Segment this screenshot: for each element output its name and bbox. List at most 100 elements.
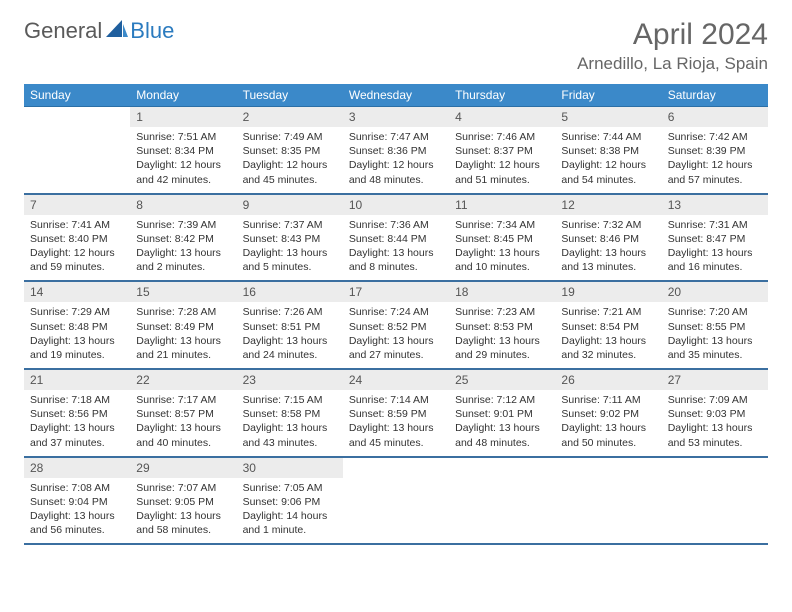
title-block: April 2024 Arnedillo, La Rioja, Spain	[577, 18, 768, 74]
daylight-text-l1: Daylight: 13 hours	[30, 509, 124, 523]
sunrise-text: Sunrise: 7:36 AM	[349, 218, 443, 232]
daylight-text-l1: Daylight: 13 hours	[561, 334, 655, 348]
daylight-text-l1: Daylight: 13 hours	[349, 421, 443, 435]
day-number: 2	[237, 107, 343, 127]
sunset-text: Sunset: 8:42 PM	[136, 232, 230, 246]
daylight-text-l1: Daylight: 12 hours	[30, 246, 124, 260]
day-number: 5	[555, 107, 661, 127]
daylight-text-l1: Daylight: 12 hours	[455, 158, 549, 172]
day-details: Sunrise: 7:23 AMSunset: 8:53 PMDaylight:…	[449, 302, 555, 368]
brand-text-general: General	[24, 18, 102, 44]
calendar-cell	[555, 457, 661, 545]
daylight-text-l2: and 58 minutes.	[136, 523, 230, 537]
calendar-cell: 8Sunrise: 7:39 AMSunset: 8:42 PMDaylight…	[130, 194, 236, 282]
daylight-text-l2: and 59 minutes.	[30, 260, 124, 274]
sunset-text: Sunset: 8:46 PM	[561, 232, 655, 246]
day-number: 24	[343, 370, 449, 390]
daylight-text-l1: Daylight: 12 hours	[243, 158, 337, 172]
day-number: 20	[662, 282, 768, 302]
daylight-text-l2: and 27 minutes.	[349, 348, 443, 362]
daylight-text-l2: and 1 minute.	[243, 523, 337, 537]
sunrise-text: Sunrise: 7:44 AM	[561, 130, 655, 144]
day-number: 3	[343, 107, 449, 127]
sunset-text: Sunset: 8:37 PM	[455, 144, 549, 158]
sunset-text: Sunset: 9:06 PM	[243, 495, 337, 509]
daylight-text-l1: Daylight: 13 hours	[455, 334, 549, 348]
daylight-text-l1: Daylight: 12 hours	[349, 158, 443, 172]
calendar-week-row: 7Sunrise: 7:41 AMSunset: 8:40 PMDaylight…	[24, 194, 768, 282]
sunset-text: Sunset: 8:54 PM	[561, 320, 655, 334]
sail-icon	[106, 20, 128, 43]
calendar-cell: 12Sunrise: 7:32 AMSunset: 8:46 PMDayligh…	[555, 194, 661, 282]
daylight-text-l1: Daylight: 13 hours	[561, 421, 655, 435]
sunrise-text: Sunrise: 7:28 AM	[136, 305, 230, 319]
calendar-cell: 7Sunrise: 7:41 AMSunset: 8:40 PMDaylight…	[24, 194, 130, 282]
weekday-header: Saturday	[662, 84, 768, 107]
calendar-cell: 22Sunrise: 7:17 AMSunset: 8:57 PMDayligh…	[130, 369, 236, 457]
day-details: Sunrise: 7:37 AMSunset: 8:43 PMDaylight:…	[237, 215, 343, 281]
day-details: Sunrise: 7:46 AMSunset: 8:37 PMDaylight:…	[449, 127, 555, 193]
calendar-cell: 5Sunrise: 7:44 AMSunset: 8:38 PMDaylight…	[555, 107, 661, 194]
day-number: 7	[24, 195, 130, 215]
sunrise-text: Sunrise: 7:34 AM	[455, 218, 549, 232]
calendar-cell: 14Sunrise: 7:29 AMSunset: 8:48 PMDayligh…	[24, 281, 130, 369]
sunrise-text: Sunrise: 7:26 AM	[243, 305, 337, 319]
day-number: 30	[237, 458, 343, 478]
sunrise-text: Sunrise: 7:07 AM	[136, 481, 230, 495]
daylight-text-l1: Daylight: 13 hours	[668, 246, 762, 260]
day-details: Sunrise: 7:11 AMSunset: 9:02 PMDaylight:…	[555, 390, 661, 456]
daylight-text-l2: and 24 minutes.	[243, 348, 337, 362]
daylight-text-l1: Daylight: 13 hours	[455, 421, 549, 435]
page-header: General Blue April 2024 Arnedillo, La Ri…	[24, 18, 768, 74]
daylight-text-l1: Daylight: 13 hours	[668, 334, 762, 348]
day-number: 10	[343, 195, 449, 215]
day-details: Sunrise: 7:15 AMSunset: 8:58 PMDaylight:…	[237, 390, 343, 456]
day-details: Sunrise: 7:20 AMSunset: 8:55 PMDaylight:…	[662, 302, 768, 368]
sunset-text: Sunset: 8:47 PM	[668, 232, 762, 246]
sunset-text: Sunset: 8:39 PM	[668, 144, 762, 158]
daylight-text-l1: Daylight: 13 hours	[561, 246, 655, 260]
sunrise-text: Sunrise: 7:51 AM	[136, 130, 230, 144]
calendar-cell: 10Sunrise: 7:36 AMSunset: 8:44 PMDayligh…	[343, 194, 449, 282]
day-details: Sunrise: 7:32 AMSunset: 8:46 PMDaylight:…	[555, 215, 661, 281]
daylight-text-l2: and 53 minutes.	[668, 436, 762, 450]
sunset-text: Sunset: 8:40 PM	[30, 232, 124, 246]
day-number: 14	[24, 282, 130, 302]
day-number: 26	[555, 370, 661, 390]
daylight-text-l2: and 42 minutes.	[136, 173, 230, 187]
calendar-week-row: 14Sunrise: 7:29 AMSunset: 8:48 PMDayligh…	[24, 281, 768, 369]
day-details: Sunrise: 7:42 AMSunset: 8:39 PMDaylight:…	[662, 127, 768, 193]
day-number: 25	[449, 370, 555, 390]
sunrise-text: Sunrise: 7:08 AM	[30, 481, 124, 495]
weekday-header: Wednesday	[343, 84, 449, 107]
day-details: Sunrise: 7:21 AMSunset: 8:54 PMDaylight:…	[555, 302, 661, 368]
sunrise-text: Sunrise: 7:11 AM	[561, 393, 655, 407]
sunrise-text: Sunrise: 7:47 AM	[349, 130, 443, 144]
daylight-text-l1: Daylight: 13 hours	[30, 421, 124, 435]
calendar-cell: 2Sunrise: 7:49 AMSunset: 8:35 PMDaylight…	[237, 107, 343, 194]
daylight-text-l1: Daylight: 12 hours	[136, 158, 230, 172]
day-number: 29	[130, 458, 236, 478]
day-number: 23	[237, 370, 343, 390]
sunrise-text: Sunrise: 7:15 AM	[243, 393, 337, 407]
daylight-text-l1: Daylight: 13 hours	[349, 246, 443, 260]
day-details: Sunrise: 7:12 AMSunset: 9:01 PMDaylight:…	[449, 390, 555, 456]
calendar-cell: 23Sunrise: 7:15 AMSunset: 8:58 PMDayligh…	[237, 369, 343, 457]
daylight-text-l1: Daylight: 13 hours	[30, 334, 124, 348]
day-details: Sunrise: 7:28 AMSunset: 8:49 PMDaylight:…	[130, 302, 236, 368]
sunrise-text: Sunrise: 7:29 AM	[30, 305, 124, 319]
day-details: Sunrise: 7:47 AMSunset: 8:36 PMDaylight:…	[343, 127, 449, 193]
day-details: Sunrise: 7:31 AMSunset: 8:47 PMDaylight:…	[662, 215, 768, 281]
sunrise-text: Sunrise: 7:23 AM	[455, 305, 549, 319]
daylight-text-l1: Daylight: 13 hours	[136, 334, 230, 348]
daylight-text-l1: Daylight: 13 hours	[349, 334, 443, 348]
sunrise-text: Sunrise: 7:18 AM	[30, 393, 124, 407]
sunset-text: Sunset: 8:57 PM	[136, 407, 230, 421]
daylight-text-l2: and 56 minutes.	[30, 523, 124, 537]
daylight-text-l2: and 50 minutes.	[561, 436, 655, 450]
weekday-header: Friday	[555, 84, 661, 107]
sunrise-text: Sunrise: 7:21 AM	[561, 305, 655, 319]
daylight-text-l1: Daylight: 12 hours	[668, 158, 762, 172]
brand-text-blue: Blue	[130, 18, 174, 44]
calendar-cell	[449, 457, 555, 545]
